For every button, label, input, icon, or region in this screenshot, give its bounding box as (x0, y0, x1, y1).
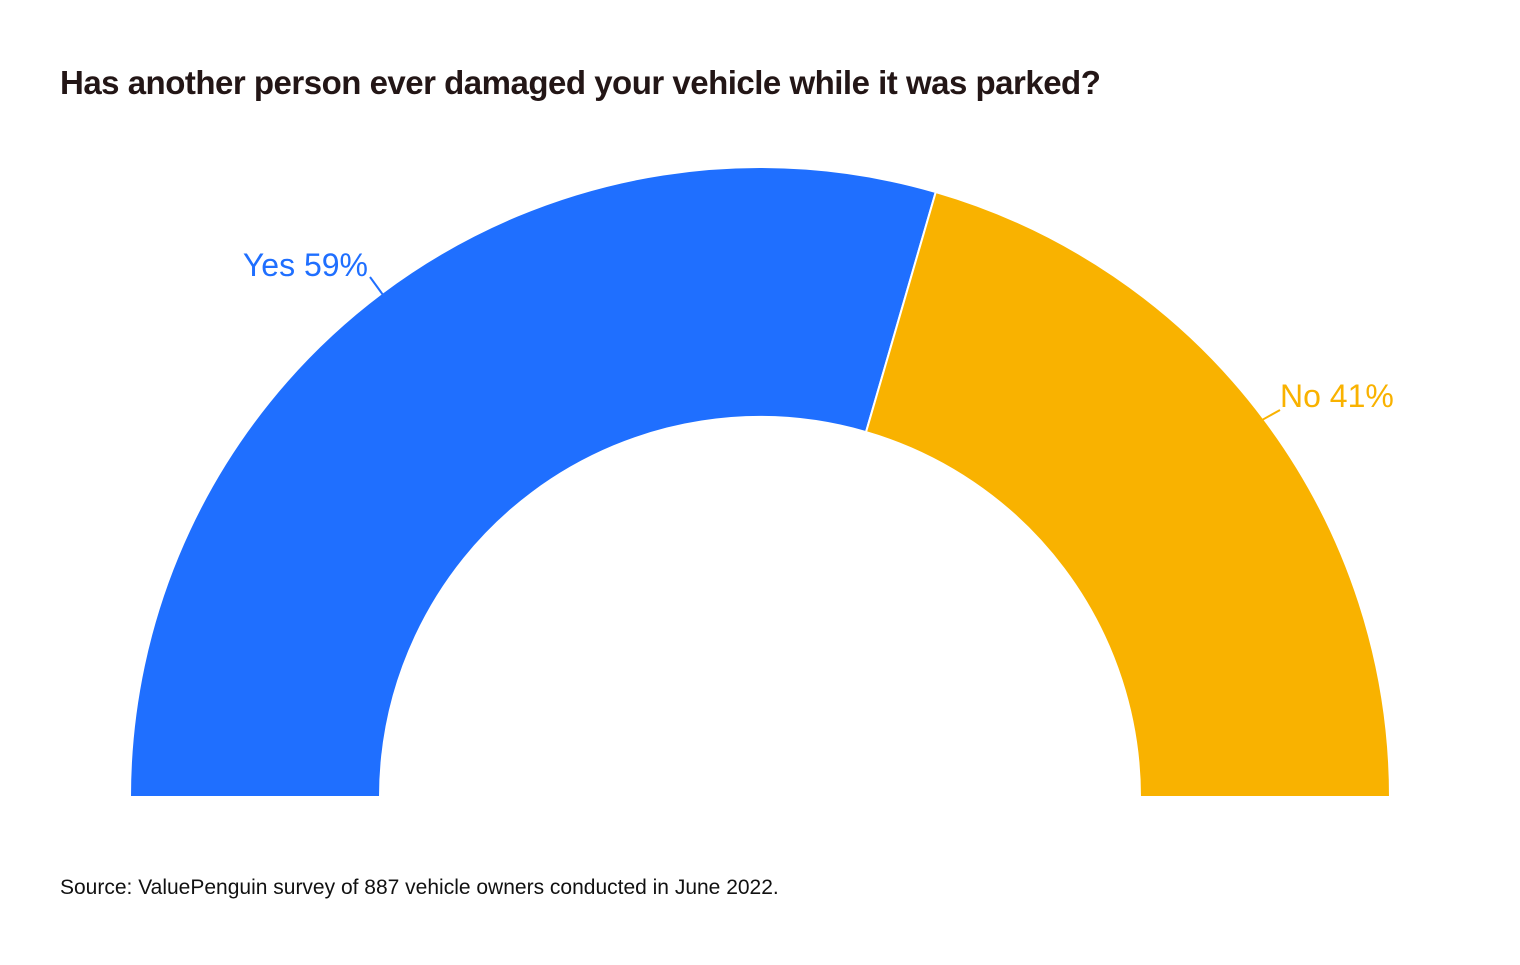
labels-group: Yes 59% No 41% (243, 247, 1394, 421)
slice-yes (128, 166, 938, 798)
source-note: Source: ValuePenguin survey of 887 vehic… (60, 876, 779, 899)
chart-title: Has another person ever damaged your veh… (60, 64, 1101, 101)
slices-group (128, 166, 1392, 798)
slice-no (864, 190, 1392, 798)
slice-label-no: No 41% (1280, 378, 1394, 414)
slice-label-yes: Yes 59% (243, 247, 368, 283)
leader-line-no (1261, 409, 1281, 421)
leader-line-yes (369, 276, 384, 296)
